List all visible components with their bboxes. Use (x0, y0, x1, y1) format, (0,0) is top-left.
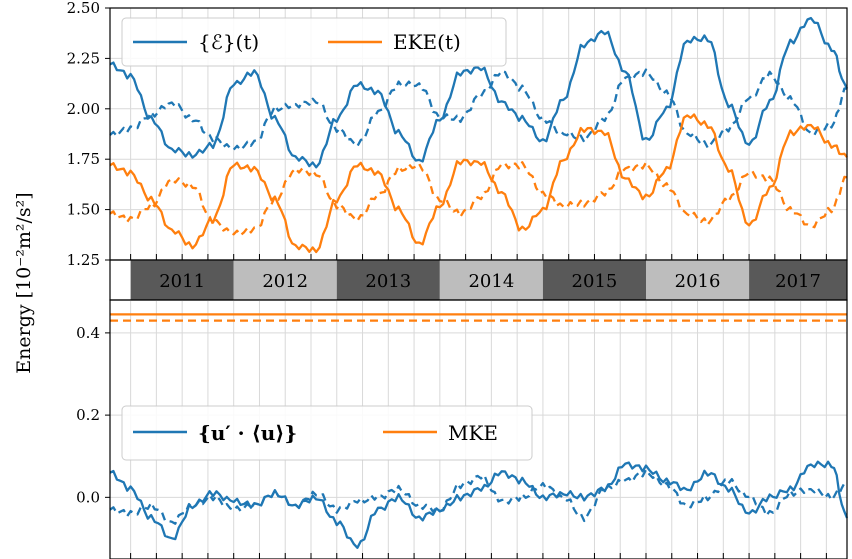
legend-label-eke: EKE(t) (393, 30, 461, 54)
top-y-ticks: 1.25 1.50 1.75 2.00 2.25 2.50 (67, 0, 827, 269)
legend-label-mke: MKE (448, 421, 498, 445)
top-legend: {ℰ}(t) EKE(t) (121, 17, 507, 67)
year-band-segment (130, 260, 234, 300)
legend-label-flux: {u′ · ⟨u⟩} (198, 421, 297, 445)
bottom-panel: 0.0 0.2 0.4 {u′ · ⟨u⟩} MKE (76, 299, 849, 559)
year-label: 2016 (675, 271, 721, 292)
top-y-tick-label: 2.25 (67, 49, 100, 67)
year-band: 2011 2012 2013 2014 2015 2016 2017 (109, 259, 848, 301)
legend-label-energy: {ℰ}(t) (198, 30, 259, 54)
top-y-tick-label: 1.50 (67, 201, 100, 219)
top-y-tick-label: 2.00 (67, 100, 100, 118)
bottom-y-tick-label: 0.2 (76, 406, 100, 424)
year-label: 2012 (262, 271, 308, 292)
top-y-tick-label: 1.75 (67, 150, 100, 168)
bottom-series-u-u- (109, 460, 849, 549)
year-label: 2015 (572, 271, 618, 292)
year-band-segment (542, 260, 646, 300)
top-y-tick-label: 1.25 (67, 251, 100, 269)
top-panel: 1.25 1.50 1.75 2.00 2.25 2.50 {ℰ}(t) EKE(t) (67, 0, 849, 269)
year-label: 2013 (365, 271, 411, 292)
top-y-tick-label: 2.50 (67, 0, 100, 17)
top-series-t-dashed (109, 68, 848, 152)
top-legend-box (121, 17, 507, 67)
year-band-segment (749, 260, 847, 300)
bottom-series-u-u-dashed (109, 468, 848, 525)
bottom-series (109, 313, 849, 549)
bottom-legend: {u′ · ⟨u⟩} MKE (121, 405, 533, 461)
year-band-segment (336, 260, 440, 300)
year-band-segment (233, 260, 337, 300)
year-band-segment (646, 260, 750, 300)
bottom-y-tick-label: 0.4 (76, 324, 100, 342)
top-series-t- (109, 16, 849, 169)
top-series (109, 16, 849, 254)
year-label: 2017 (775, 271, 821, 292)
bottom-y-tick-label: 0.0 (76, 488, 100, 506)
y-axis-label: Energy [10⁻²m²/s²] (13, 192, 35, 373)
bottom-legend-box (121, 405, 533, 461)
bottom-y-ticks: 0.0 0.2 0.4 (76, 324, 827, 559)
top-series-eke-t- (109, 113, 848, 254)
bottom-axes-frame (109, 299, 848, 559)
year-label: 2011 (159, 271, 205, 292)
top-series-eke-t-dashed (109, 161, 848, 237)
year-label: 2014 (468, 271, 514, 292)
year-band-segment (439, 260, 543, 300)
